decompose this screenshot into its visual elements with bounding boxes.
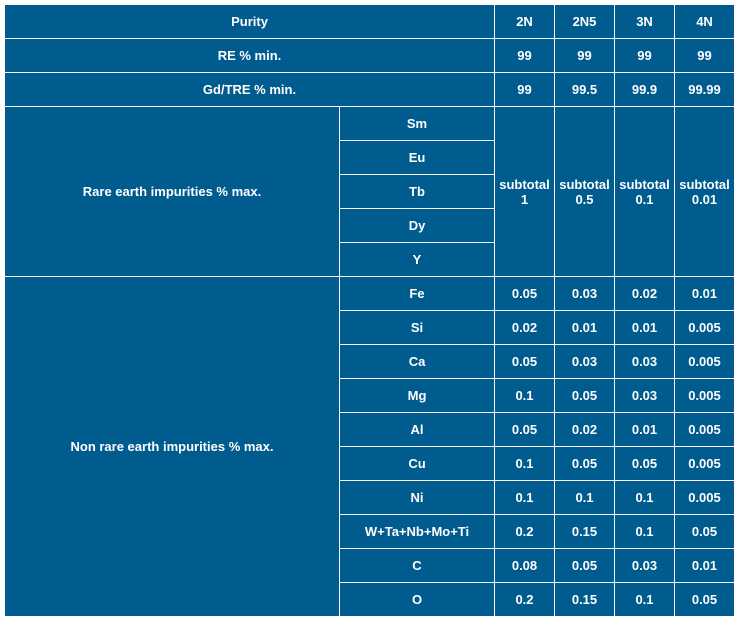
nonrare-el-ca: Ca [340,345,495,379]
spec-table: Purity 2N 2N5 3N 4N RE % min. 99 99 99 9… [4,4,735,617]
nonrare-mg-2n: 0.1 [495,379,555,413]
nonrare-si-3n: 0.01 [615,311,675,345]
re-label: RE % min. [5,39,495,73]
nonrare-wtanbmoti-3n: 0.1 [615,515,675,549]
nonrare-o-2n5: 0.15 [555,583,615,617]
rare-el-y: Y [340,243,495,277]
re-2n5: 99 [555,39,615,73]
nonrare-o-4n: 0.05 [675,583,735,617]
nonrare-el-c: C [340,549,495,583]
gdtre-2n: 99 [495,73,555,107]
nonrare-ca-2n: 0.05 [495,345,555,379]
nonrare-cu-2n5: 0.05 [555,447,615,481]
nonrare-al-3n: 0.01 [615,413,675,447]
re-4n: 99 [675,39,735,73]
nonrare-wtanbmoti-2n: 0.2 [495,515,555,549]
rare-el-dy: Dy [340,209,495,243]
nonrare-fe-2n5: 0.03 [555,277,615,311]
nonrare-al-2n5: 0.02 [555,413,615,447]
col-3n: 3N [615,5,675,39]
nonrare-ca-3n: 0.03 [615,345,675,379]
nonrare-mg-2n5: 0.05 [555,379,615,413]
nonrare-el-ni: Ni [340,481,495,515]
nonrare-el-wtanbmoti: W+Ta+Nb+Mo+Ti [340,515,495,549]
purity-header: Purity [5,5,495,39]
rare-subtotal-3n: subtotal 0.1 [615,107,675,277]
nonrare-c-3n: 0.03 [615,549,675,583]
re-row: RE % min. 99 99 99 99 [5,39,735,73]
nonrare-row-fe: Non rare earth impurities % max. Fe 0.05… [5,277,735,311]
re-3n: 99 [615,39,675,73]
nonrare-ca-2n5: 0.03 [555,345,615,379]
nonrare-c-4n: 0.01 [675,549,735,583]
nonrare-si-4n: 0.005 [675,311,735,345]
header-row: Purity 2N 2N5 3N 4N [5,5,735,39]
nonrare-ni-4n: 0.005 [675,481,735,515]
nonrare-el-si: Si [340,311,495,345]
gdtre-3n: 99.9 [615,73,675,107]
nonrare-ni-3n: 0.1 [615,481,675,515]
rare-subtotal-4n: subtotal 0.01 [675,107,735,277]
gdtre-4n: 99.99 [675,73,735,107]
gdtre-row: Gd/TRE % min. 99 99.5 99.9 99.99 [5,73,735,107]
col-4n: 4N [675,5,735,39]
rare-subtotal-2n5: subtotal 0.5 [555,107,615,277]
nonrare-el-fe: Fe [340,277,495,311]
nonrare-o-3n: 0.1 [615,583,675,617]
rare-el-tb: Tb [340,175,495,209]
rare-el-sm: Sm [340,107,495,141]
nonrare-fe-3n: 0.02 [615,277,675,311]
nonrare-o-2n: 0.2 [495,583,555,617]
col-2n5: 2N5 [555,5,615,39]
nonrare-c-2n: 0.08 [495,549,555,583]
nonrare-el-al: Al [340,413,495,447]
nonrare-cu-2n: 0.1 [495,447,555,481]
rare-subtotal-2n: subtotal 1 [495,107,555,277]
nonrare-si-2n5: 0.01 [555,311,615,345]
nonrare-fe-4n: 0.01 [675,277,735,311]
nonrare-el-o: O [340,583,495,617]
gdtre-label: Gd/TRE % min. [5,73,495,107]
nonrare-cu-4n: 0.005 [675,447,735,481]
re-2n: 99 [495,39,555,73]
rare-row-sm: Rare earth impurities % max. Sm subtotal… [5,107,735,141]
nonrare-group-label: Non rare earth impurities % max. [5,277,340,617]
nonrare-al-4n: 0.005 [675,413,735,447]
rare-group-label: Rare earth impurities % max. [5,107,340,277]
gdtre-2n5: 99.5 [555,73,615,107]
nonrare-wtanbmoti-2n5: 0.15 [555,515,615,549]
col-2n: 2N [495,5,555,39]
nonrare-cu-3n: 0.05 [615,447,675,481]
nonrare-mg-3n: 0.03 [615,379,675,413]
rare-el-eu: Eu [340,141,495,175]
nonrare-mg-4n: 0.005 [675,379,735,413]
nonrare-el-cu: Cu [340,447,495,481]
nonrare-c-2n5: 0.05 [555,549,615,583]
nonrare-wtanbmoti-4n: 0.05 [675,515,735,549]
nonrare-ni-2n: 0.1 [495,481,555,515]
nonrare-ca-4n: 0.005 [675,345,735,379]
nonrare-fe-2n: 0.05 [495,277,555,311]
nonrare-al-2n: 0.05 [495,413,555,447]
nonrare-el-mg: Mg [340,379,495,413]
nonrare-si-2n: 0.02 [495,311,555,345]
nonrare-ni-2n5: 0.1 [555,481,615,515]
